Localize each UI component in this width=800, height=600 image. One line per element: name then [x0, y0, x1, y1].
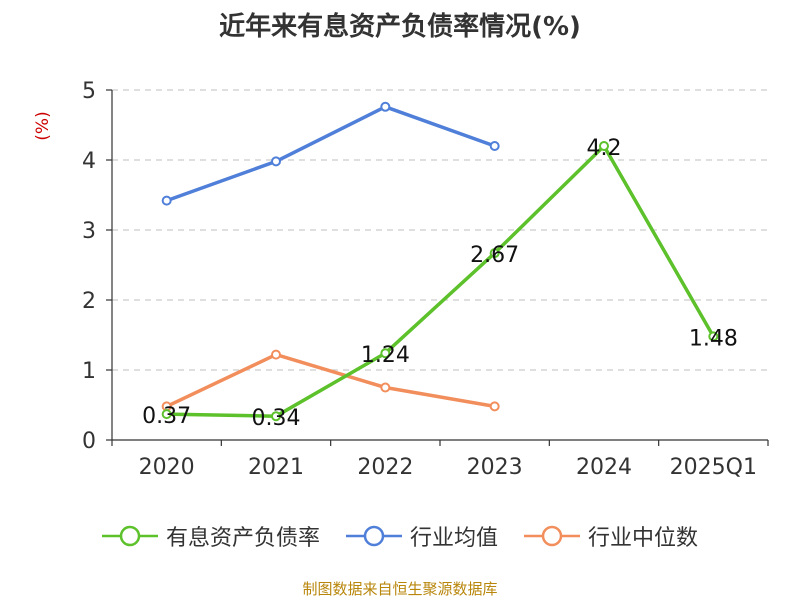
legend-item: 有息资产负债率	[101, 520, 320, 552]
data-point	[380, 382, 391, 393]
data-point	[380, 101, 391, 112]
y-tick-label: 2	[82, 289, 96, 314]
legend-label: 行业均值	[409, 526, 498, 551]
legend: 有息资产负债率 行业均值 行业中位数	[0, 520, 800, 552]
legend-marker-icon	[524, 525, 580, 547]
y-tick-label: 4	[82, 149, 96, 174]
data-point	[599, 141, 609, 151]
data-label: 2.67	[470, 243, 519, 268]
y-axis-label: (%)	[33, 111, 53, 140]
data-point	[380, 348, 391, 359]
y-tick-label: 0	[82, 429, 96, 454]
data-source-note: 制图数据来自恒生聚源数据库	[302, 580, 498, 598]
data-label: 1.24	[361, 343, 410, 368]
x-tick-label: 2022	[357, 455, 413, 480]
data-point	[271, 156, 281, 167]
data-label: 4.2	[587, 136, 622, 161]
legend-marker-icon	[101, 525, 158, 547]
series-line	[165, 352, 495, 409]
data-point	[489, 401, 500, 412]
y-tick-label: 3	[82, 219, 96, 244]
legend-label: 行业中位数	[588, 526, 699, 551]
x-tick-label: 2023	[467, 455, 523, 480]
series-line	[166, 105, 496, 203]
data-labels: 0.37 0.34 1.24 2.67 4.2 1.48	[142, 136, 738, 431]
y-tick-label: 5	[82, 79, 96, 104]
y-tick-label: 1	[82, 359, 96, 384]
data-point	[161, 195, 172, 206]
data-label: 0.34	[252, 406, 301, 431]
series-line	[166, 144, 715, 418]
data-label: 0.37	[142, 404, 191, 429]
data-point	[489, 141, 500, 151]
axes: 0 1 2 3 4 5 2020 2021 2022 2023 2024 2025Q1 (%)	[33, 79, 769, 480]
data-point	[489, 248, 500, 259]
legend-label: 有息资产负债率	[165, 526, 320, 551]
x-tick-label: 2024	[576, 455, 632, 480]
data-point	[708, 331, 719, 342]
legend-item: 行业均值	[345, 520, 498, 552]
data-point	[161, 409, 172, 420]
grid-lines	[112, 89, 768, 371]
x-tick-label: 2025Q1	[670, 455, 757, 480]
legend-item: 行业中位数	[524, 520, 698, 552]
data-label: 1.48	[689, 326, 738, 351]
x-tick-label: 2020	[139, 455, 195, 480]
x-tick-label: 2021	[248, 455, 304, 480]
data-point	[271, 349, 281, 360]
line-chart: 0 1 2 3 4 5 2020 2021 2022 2023 2024 2025Q1 (%) 0.37…	[33, 79, 769, 480]
data-point	[271, 411, 281, 422]
legend-marker-icon	[345, 525, 402, 547]
chart-title: 近年来有息资产负债率情况(%)	[219, 12, 581, 42]
series-lines	[161, 101, 719, 422]
